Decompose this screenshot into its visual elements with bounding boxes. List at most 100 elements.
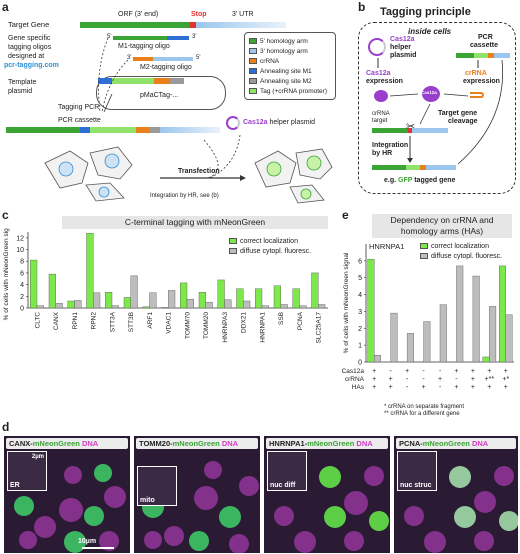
b-scissors-icon: ✂ bbox=[406, 121, 416, 133]
cassette-tag bbox=[90, 127, 136, 133]
c-category-label: TOMM20 bbox=[203, 312, 210, 339]
helper-cas12a-text: Cas12a bbox=[243, 119, 268, 126]
panel-a-legend-swatch bbox=[249, 48, 257, 54]
b-hr-l1: Integration bbox=[372, 142, 409, 149]
micro-cell bbox=[144, 531, 162, 549]
b-cas12a-protein-icon bbox=[374, 90, 388, 102]
target-gene-orf-bar bbox=[80, 22, 190, 28]
micro-canx-scalebar-label: 10µm bbox=[78, 538, 97, 545]
pcr-tagging-link[interactable]: pcr-tagging.com bbox=[4, 62, 59, 69]
c-bar-diffuse bbox=[93, 292, 101, 309]
oligos-label-2: tagging oligos bbox=[8, 44, 52, 51]
micro-cell bbox=[324, 506, 346, 528]
e-cell-value: + bbox=[388, 376, 393, 383]
transfection-label: Transfection bbox=[178, 168, 220, 175]
c-bar-diffuse bbox=[36, 305, 44, 309]
micro-cell bbox=[94, 464, 112, 482]
e-bar-diffuse bbox=[505, 314, 513, 363]
e-bar-diffuse bbox=[423, 321, 431, 363]
panel-e-legend-correct-swatch bbox=[420, 243, 428, 249]
cassette-m1 bbox=[80, 127, 90, 133]
m1-label: M1-tagging oligo bbox=[118, 43, 170, 50]
panel-a-legend-item: Tag (+crRNA promoter) bbox=[249, 86, 331, 96]
c-bar-diffuse bbox=[299, 305, 307, 309]
m2-oligo-blue bbox=[153, 57, 193, 61]
panel-c-legend-correct-swatch bbox=[229, 238, 237, 244]
b-helper-l2: helper bbox=[390, 44, 412, 51]
b-tagged-blue bbox=[426, 165, 456, 170]
m2-3prime: 3' bbox=[127, 55, 132, 61]
e-row-label: crRNA bbox=[344, 376, 364, 383]
b-pcr-l1: PCR bbox=[478, 34, 493, 41]
panel-b-label: b bbox=[358, 0, 366, 14]
pmactag-label: pMaCTag-... bbox=[140, 92, 179, 99]
c-bar-diffuse bbox=[224, 299, 232, 309]
plasmid-tag bbox=[112, 78, 154, 84]
integration-label: Integration by HR, see (b) bbox=[150, 193, 219, 199]
c-bar-diffuse bbox=[74, 300, 82, 309]
b-cassette-orange bbox=[488, 53, 494, 58]
c-bar-diffuse bbox=[243, 300, 251, 309]
c-y-tick-label: 4 bbox=[20, 282, 24, 289]
micro-canx-inset: ER 2µm bbox=[7, 451, 47, 491]
micro-cell bbox=[274, 506, 294, 526]
b-target-gene-red bbox=[408, 128, 412, 133]
micro-cell bbox=[499, 511, 518, 531]
template-plasmid bbox=[96, 76, 226, 110]
c-bar-diffuse bbox=[149, 292, 157, 309]
micro-tomm20-inset: mito bbox=[137, 466, 177, 506]
c-category-label: PCNA bbox=[297, 311, 304, 330]
b-eg-label: e.g. GFP tagged gene bbox=[384, 177, 455, 185]
e-cell-value: + bbox=[487, 368, 492, 375]
c-category-label: STT3B bbox=[128, 312, 135, 332]
panel-c-legend: correct localization diffuse cytopl. flu… bbox=[229, 236, 311, 256]
micro-cell bbox=[64, 531, 86, 553]
micro-cell bbox=[219, 506, 241, 528]
panel-e-legend: correct localization diffuse cytopl. flu… bbox=[420, 241, 502, 261]
e-cell-value: + bbox=[503, 368, 508, 375]
micro-cell bbox=[344, 531, 364, 551]
micro-cell bbox=[64, 466, 82, 484]
c-category-label: ARF1 bbox=[147, 312, 154, 329]
micro-cell bbox=[194, 486, 218, 510]
c-bar-diffuse bbox=[318, 304, 326, 309]
b-cas-complex-icon bbox=[422, 86, 440, 102]
b-cas-expr-l2: expression bbox=[366, 78, 403, 85]
micro-cell bbox=[14, 496, 34, 516]
c-bar-diffuse bbox=[205, 301, 213, 309]
inside-cells-label: inside cells bbox=[408, 27, 452, 36]
c-bar-correct bbox=[105, 292, 113, 309]
c-bar-diffuse bbox=[280, 304, 288, 309]
c-y-tick-label: 12 bbox=[16, 235, 24, 242]
e-cell-value: + bbox=[437, 376, 443, 383]
panel-a-legend: 5' homology arm 3' homology arm crRNA Annea… bbox=[244, 32, 336, 100]
target-gene-label: Target Gene bbox=[8, 20, 50, 29]
c-y-tick-label: 2 bbox=[20, 294, 24, 301]
e-y-tick-label: 5 bbox=[358, 275, 362, 282]
panel-e-chart: 0 1 2 3 4 5 6 % of cells with mNeonGreen signal bbox=[343, 244, 514, 367]
panel-a-legend-item: Annealing site M2 bbox=[249, 76, 331, 86]
b-helper-l1: Cas12a bbox=[390, 36, 415, 43]
c-category-label: TOMM70 bbox=[184, 312, 191, 339]
panel-e-legend-diffuse: diffuse cytopl. fluoresc. bbox=[431, 252, 503, 260]
e-cell-value: + bbox=[454, 384, 459, 391]
b-cassette-green bbox=[456, 53, 474, 58]
e-bar-diffuse bbox=[390, 312, 398, 363]
panel-c-chart: 0 2 4 6 8 10 12 % of cells with mNeonGreen sign… bbox=[3, 228, 328, 343]
panel-e-label: e bbox=[342, 208, 349, 222]
b-crrna-icon bbox=[470, 92, 484, 98]
plasmid-crrna bbox=[154, 78, 170, 84]
b-tagged-orange bbox=[420, 165, 426, 170]
micro-cell bbox=[474, 491, 496, 513]
micro-canx-scalebar bbox=[82, 547, 114, 549]
b-eg-suffix: tagged gene bbox=[412, 177, 456, 184]
panel-c-legend-diffuse: diffuse cytopl. fluoresc. bbox=[240, 247, 312, 255]
panel-a-legend-item: 3' homology arm bbox=[249, 46, 331, 56]
c-bar-diffuse bbox=[111, 305, 119, 309]
b-cassette-blue bbox=[494, 53, 510, 58]
c-bar-correct bbox=[217, 279, 225, 309]
panel-e-title-l2: homology arms (HAs) bbox=[400, 226, 484, 236]
tagging-pcr-label: Tagging PCR bbox=[58, 104, 100, 111]
panel-e-title: Dependency on crRNA and homology arms (H… bbox=[372, 214, 512, 238]
panel-e-legend-correct: correct localization bbox=[431, 242, 489, 250]
